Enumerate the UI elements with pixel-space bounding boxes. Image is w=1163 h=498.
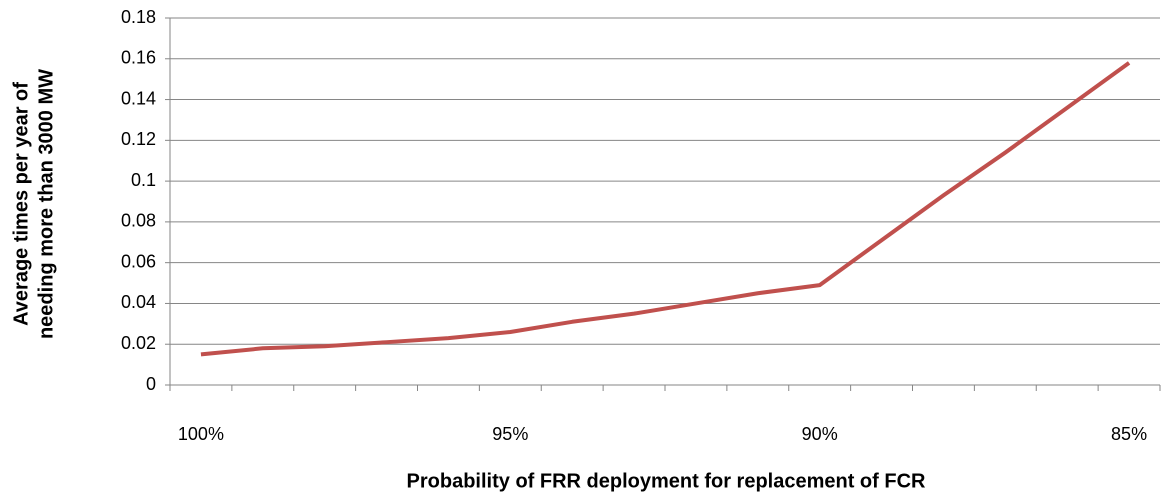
y-axis-title: Average times per year of needing more t… bbox=[10, 69, 57, 339]
x-axis-title: Probability of FRR deployment for replac… bbox=[407, 470, 926, 492]
y-tick-label: 0.16 bbox=[121, 48, 156, 68]
y-tick-label: 0.14 bbox=[121, 88, 156, 108]
y-tick-label: 0.12 bbox=[121, 129, 156, 149]
y-tick-label: 0.04 bbox=[121, 292, 156, 312]
y-tick-label: 0.1 bbox=[131, 170, 156, 190]
x-tick-label: 95% bbox=[492, 424, 528, 444]
x-tick-label: 85% bbox=[1111, 424, 1147, 444]
x-tick-label: 100% bbox=[178, 424, 224, 444]
y-tick-label: 0.18 bbox=[121, 7, 156, 27]
y-axis-title-line: needing more than 3000 MW bbox=[35, 69, 57, 339]
y-tick-label: 0.06 bbox=[121, 251, 156, 271]
x-tick-label: 90% bbox=[802, 424, 838, 444]
y-axis-title-line: Average times per year of bbox=[10, 82, 32, 326]
y-tick-label: 0.02 bbox=[121, 333, 156, 353]
y-tick-label: 0 bbox=[146, 374, 156, 394]
y-tick-label: 0.08 bbox=[121, 211, 156, 231]
data-line bbox=[200, 61, 1131, 357]
